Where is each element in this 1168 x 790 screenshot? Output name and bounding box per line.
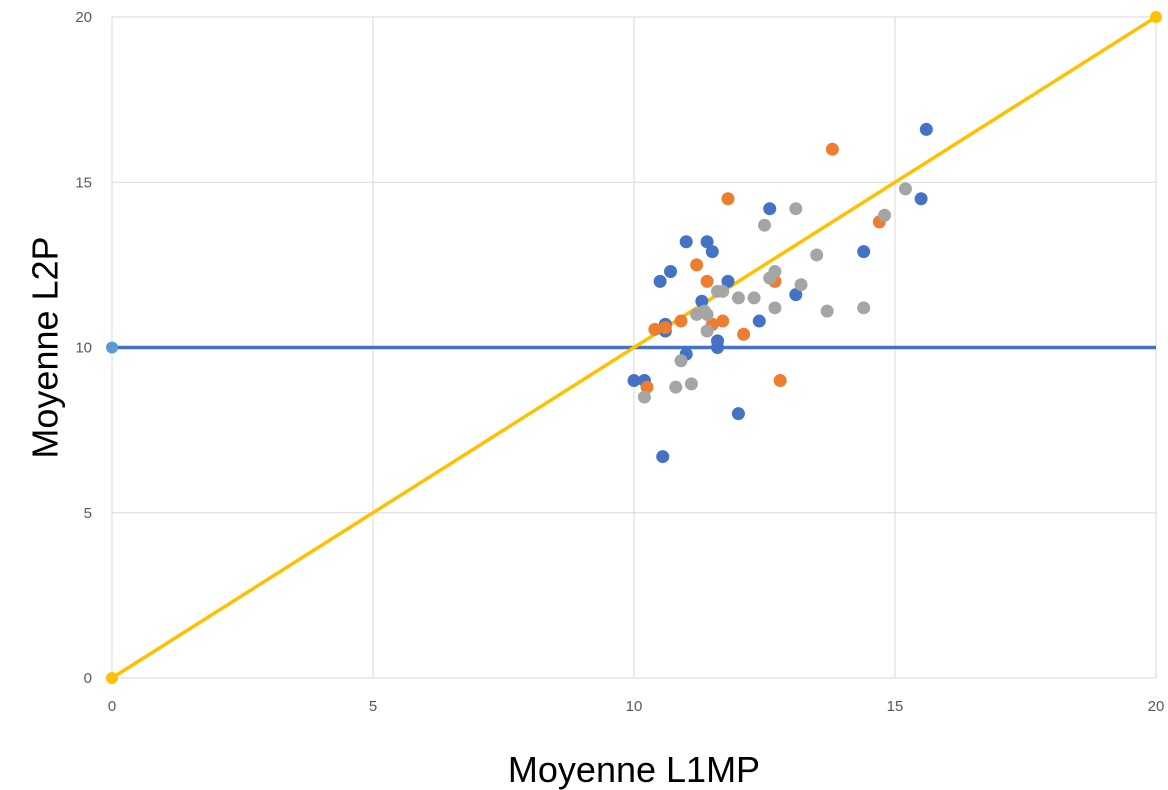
data-point-series-1 <box>658 321 672 335</box>
reference-lines <box>106 11 1162 684</box>
data-point-series-0 <box>664 264 678 278</box>
y-tick-label: 5 <box>84 505 92 522</box>
x-tick-label: 5 <box>369 698 377 715</box>
data-point-series-1 <box>700 274 714 288</box>
data-point-series-2 <box>700 307 714 321</box>
data-point-series-1 <box>640 380 654 394</box>
data-point-series-1 <box>825 142 839 156</box>
x-tick-label: 0 <box>108 698 116 715</box>
data-point-series-2 <box>758 218 771 232</box>
data-point-series-2 <box>768 264 782 278</box>
data-point-series-2 <box>878 208 892 222</box>
data-point-series-0 <box>700 235 714 249</box>
data-point-series-0 <box>914 192 928 206</box>
data-point-series-1 <box>721 192 735 206</box>
data-point-series-0 <box>653 274 667 288</box>
data-point-series-2 <box>789 202 803 216</box>
data-point-series-1 <box>648 322 662 336</box>
data-point-series-0 <box>656 450 670 464</box>
data-point-series-1 <box>773 374 787 388</box>
data-point-series-0 <box>679 235 693 249</box>
tick-labels: 0 5 10 15 20 0 5 10 15 20 <box>75 9 1164 715</box>
reference-line-marker <box>1150 11 1162 23</box>
data-point-series-2 <box>674 354 688 368</box>
y-tick-label: 20 <box>75 9 92 26</box>
x-axis-title: Moyenne L1MP <box>508 749 760 790</box>
data-point-series-2 <box>637 390 651 404</box>
data-point-series-0 <box>789 288 803 302</box>
y-tick-label: 10 <box>75 340 92 357</box>
data-point-series-0 <box>857 245 871 259</box>
data-point-series-0 <box>711 341 725 354</box>
data-point-series-0 <box>763 202 777 216</box>
data-point-series-2 <box>731 291 745 305</box>
reference-line-1 <box>111 15 1157 680</box>
data-point-series-2 <box>857 301 871 315</box>
data-point-series-2 <box>716 284 730 298</box>
data-point-series-2 <box>794 278 808 292</box>
x-tick-label: 15 <box>887 698 904 715</box>
data-point-series-2 <box>684 377 698 391</box>
data-point-series-0 <box>752 314 766 328</box>
data-point-series-1 <box>690 258 704 272</box>
data-points <box>627 122 933 464</box>
data-point-series-2 <box>669 380 683 394</box>
data-point-series-0 <box>721 274 735 288</box>
data-point-series-1 <box>716 314 730 328</box>
x-tick-label: 20 <box>1148 698 1165 715</box>
data-point-series-1 <box>674 314 688 328</box>
data-point-series-2 <box>898 182 912 196</box>
data-point-series-0 <box>705 245 719 259</box>
data-point-series-0 <box>627 374 641 388</box>
data-point-series-1 <box>737 327 751 341</box>
y-tick-label: 0 <box>84 670 92 687</box>
y-tick-label: 15 <box>75 174 92 191</box>
data-point-series-0 <box>731 407 745 421</box>
reference-line-marker <box>106 672 118 684</box>
x-tick-label: 10 <box>626 698 643 715</box>
data-point-series-2 <box>810 248 824 262</box>
data-point-series-2 <box>768 301 782 315</box>
data-point-series-2 <box>747 291 761 305</box>
y-axis-title: Moyenne L2P <box>25 236 66 458</box>
data-point-series-0 <box>695 294 709 308</box>
data-point-series-2 <box>820 304 834 318</box>
data-point-series-2 <box>700 324 714 338</box>
data-point-series-0 <box>919 122 933 136</box>
reference-line-marker <box>106 341 118 354</box>
